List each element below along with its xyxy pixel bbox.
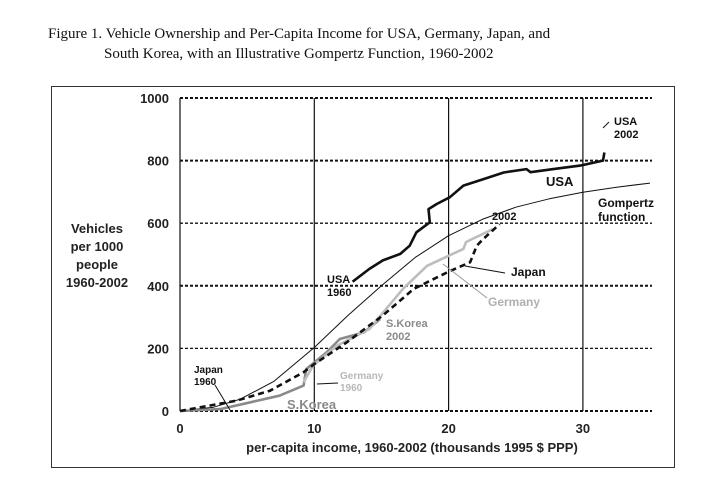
series-line-gompertz-function	[179, 182, 651, 412]
annotation-line: Gompertz	[598, 196, 654, 210]
annotation-japan: Japan	[511, 265, 546, 279]
y-axis-label: 1960-2002	[66, 275, 128, 290]
annotation-line: USA	[614, 116, 637, 128]
annotation-line: S.Korea	[386, 318, 428, 330]
y-tick-label: 0	[162, 404, 169, 419]
annotation-line: 2002	[492, 211, 516, 223]
y-tick-label: 800	[147, 154, 169, 169]
annotation-leader	[214, 384, 231, 411]
x-tick-label: 10	[307, 421, 321, 436]
annotation-usa2002: USA 2002	[614, 116, 638, 141]
annotation-usa1960: USA 1960	[327, 274, 351, 299]
annotation-germany: Germany	[488, 295, 540, 309]
x-tick-label: 20	[441, 421, 455, 436]
annotation-j2002: 2002	[492, 211, 516, 223]
x-tick-label: 0	[176, 421, 183, 436]
series-line-japan	[179, 223, 501, 413]
series-line-germany	[302, 227, 494, 383]
y-tick-label: 1000	[140, 91, 169, 106]
figure-frame	[51, 86, 675, 468]
annotation-japan1960: Japan 1960	[194, 365, 223, 388]
x-tick-label: 30	[576, 421, 590, 436]
y-axis-label: per 1000	[71, 239, 124, 254]
annotation-line: 1960	[327, 287, 351, 299]
annotation-skorea: S.Korea	[287, 397, 337, 412]
y-tick-label: 200	[147, 341, 169, 356]
annotation-line: 2002	[386, 331, 410, 343]
annotation-leader	[464, 265, 506, 274]
x-axis-label: per-capita income, 1960-2002 (thousands …	[246, 440, 578, 455]
annotation-line: Germany	[340, 371, 384, 382]
annotation-leader	[442, 263, 488, 299]
figure-title-line2: South Korea, with an Illustrative Gomper…	[104, 46, 494, 62]
y-tick-label: 400	[147, 279, 169, 294]
annotation-line: Japan	[511, 265, 546, 279]
annotation-skorea2002: S.Korea 2002	[386, 318, 428, 343]
y-axis-label: Vehicles	[71, 221, 123, 236]
annotation-line: S.Korea	[287, 397, 337, 412]
y-tick-label: 600	[147, 216, 169, 231]
series-line-usa	[351, 152, 606, 283]
annotation-line: 2002	[614, 129, 638, 141]
annotation-line: function	[598, 210, 645, 224]
annotation-line: Japan	[194, 365, 223, 376]
annotation-line: 1960	[340, 383, 363, 394]
annotation-germany1960: Germany 1960	[340, 371, 384, 394]
annotation-usa: USA	[546, 174, 574, 189]
annotation-line: USA	[546, 174, 574, 189]
annotation-gompertz: Gompertz function	[598, 196, 654, 224]
y-axis-label: people	[76, 257, 118, 272]
annotation-leader	[316, 382, 339, 385]
annotation-line: USA	[327, 274, 350, 286]
figure-title-line1: Figure 1. Vehicle Ownership and Per-Capi…	[48, 26, 551, 42]
annotation-line: Germany	[488, 295, 540, 309]
annotation-line: 1960	[194, 377, 217, 388]
annotation-leader	[602, 121, 610, 129]
